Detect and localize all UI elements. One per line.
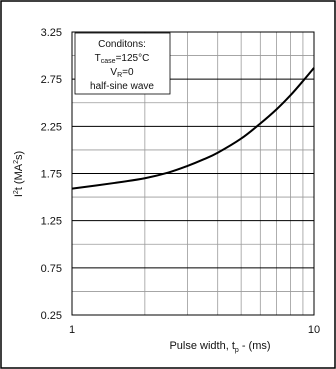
annotation-box: Conditons: Tcase=125°C VR=0 half-sine wa… — [74, 32, 171, 95]
annotation-line-2-sub: case — [101, 58, 116, 65]
x-tick-label: 1 — [69, 324, 75, 336]
x-axis-label-tail: - (ms) — [239, 340, 271, 352]
y-axis-label: I2t (MA2s) — [13, 151, 25, 197]
y-tick-label: 2.25 — [41, 121, 62, 133]
y-axis-label-pre: I — [13, 194, 25, 197]
x-axis-label-sub: p — [235, 347, 239, 354]
annotation-line-2: Tcase=125°C — [95, 53, 150, 65]
y-tick-label: 3.25 — [41, 27, 62, 39]
plot-border — [71, 31, 315, 316]
y-tick-labels: 0.25 0.75 1.25 1.75 2.25 2.75 3.25 — [41, 27, 62, 322]
annotation-line-1: Conditons: — [98, 39, 146, 50]
y-tick-label: 2.75 — [41, 74, 62, 86]
series-line — [71, 67, 315, 190]
annotation-line-3: VR=0 — [110, 67, 134, 79]
y-axis-label-mid: t (MA — [13, 163, 25, 190]
x-axis-label-main: Pulse width, t — [169, 340, 234, 352]
annotation-line-4: half-sine wave — [90, 81, 154, 92]
y-tick-label: 1.25 — [41, 216, 62, 228]
annotation-line-3-main: V — [110, 67, 117, 78]
y-tick-label: 0.25 — [41, 310, 62, 322]
y-axis-label-sup2: 2 — [13, 160, 20, 164]
annotation-box-frame — [74, 32, 171, 95]
y-tick-label: 0.75 — [41, 263, 62, 275]
y-axis-label-tail: s) — [13, 151, 25, 160]
annotation-line-3-sub: R — [117, 72, 122, 79]
x-tick-labels: 1 10 — [69, 324, 320, 336]
x-tick-label: 10 — [308, 324, 320, 336]
x-axis-label: Pulse width, tp - (ms) — [169, 340, 270, 354]
annotation-line-2-main: T — [95, 53, 101, 64]
annotation-line-3-tail: =0 — [122, 67, 134, 78]
annotation-line-2-tail: =125°C — [116, 53, 150, 64]
y-axis-label-sup: 2 — [13, 190, 20, 194]
y-tick-label: 1.75 — [41, 169, 62, 181]
